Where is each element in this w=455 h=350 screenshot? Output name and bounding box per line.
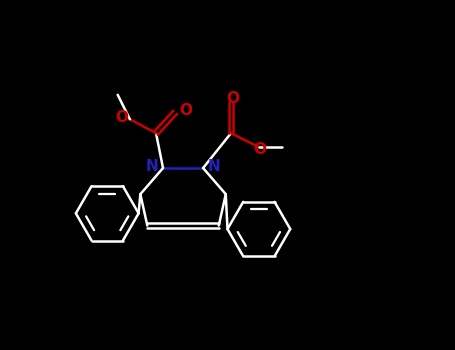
Text: O: O [179, 103, 192, 118]
Text: O: O [253, 142, 266, 158]
Text: O: O [115, 110, 128, 125]
Text: N: N [146, 159, 159, 174]
Text: O: O [226, 91, 239, 106]
Text: N: N [207, 159, 220, 174]
